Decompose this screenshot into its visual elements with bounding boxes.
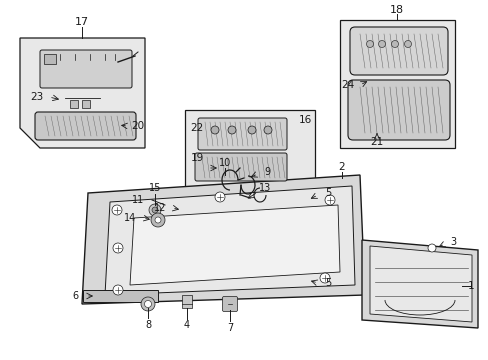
Text: 19: 19 — [190, 153, 203, 163]
Text: 5: 5 — [324, 188, 330, 198]
Circle shape — [366, 40, 373, 48]
Polygon shape — [369, 246, 471, 322]
Circle shape — [155, 217, 161, 223]
FancyBboxPatch shape — [40, 50, 132, 88]
Circle shape — [247, 126, 256, 134]
Circle shape — [149, 204, 161, 216]
Text: 16: 16 — [298, 115, 311, 125]
Bar — [82, 100, 90, 108]
Text: 2: 2 — [338, 162, 345, 172]
FancyBboxPatch shape — [195, 153, 286, 181]
Text: 23: 23 — [30, 92, 43, 102]
FancyBboxPatch shape — [347, 80, 449, 140]
Circle shape — [144, 301, 151, 307]
Text: 9: 9 — [264, 167, 269, 177]
Bar — [44, 54, 56, 64]
Text: 8: 8 — [144, 320, 151, 330]
Circle shape — [404, 40, 411, 48]
FancyBboxPatch shape — [349, 27, 447, 75]
Circle shape — [112, 205, 122, 215]
Polygon shape — [82, 175, 364, 304]
Text: 21: 21 — [369, 137, 383, 147]
Text: 6: 6 — [72, 291, 78, 301]
Circle shape — [152, 207, 158, 213]
Text: 5: 5 — [324, 278, 330, 288]
Circle shape — [391, 40, 398, 48]
Text: 24: 24 — [341, 80, 354, 90]
Circle shape — [215, 192, 224, 202]
FancyBboxPatch shape — [222, 297, 237, 311]
Circle shape — [427, 244, 435, 252]
Polygon shape — [105, 186, 354, 295]
Text: 17: 17 — [75, 17, 89, 27]
Circle shape — [141, 297, 155, 311]
Circle shape — [378, 40, 385, 48]
Circle shape — [151, 213, 164, 227]
Text: 22: 22 — [190, 123, 203, 133]
Circle shape — [264, 126, 271, 134]
Text: 11: 11 — [132, 195, 144, 205]
Circle shape — [113, 285, 123, 295]
Circle shape — [227, 126, 236, 134]
Polygon shape — [20, 38, 145, 148]
Text: 1: 1 — [467, 281, 473, 291]
Circle shape — [319, 273, 329, 283]
Text: 4: 4 — [183, 320, 190, 330]
Polygon shape — [361, 240, 477, 328]
Text: 10: 10 — [219, 158, 231, 168]
Text: 15: 15 — [148, 183, 161, 193]
Text: 12: 12 — [154, 203, 166, 213]
Circle shape — [325, 195, 334, 205]
Polygon shape — [130, 205, 339, 285]
Bar — [83, 290, 158, 302]
Circle shape — [113, 243, 123, 253]
Text: 13: 13 — [258, 183, 270, 193]
Text: 3: 3 — [449, 237, 455, 247]
Text: 20: 20 — [131, 121, 144, 131]
FancyBboxPatch shape — [198, 118, 286, 150]
Bar — [182, 295, 192, 308]
Text: 14: 14 — [123, 213, 136, 223]
Bar — [339, 20, 454, 148]
Bar — [70, 100, 78, 108]
Circle shape — [210, 126, 219, 134]
Text: 7: 7 — [226, 323, 233, 333]
Bar — [184, 110, 314, 188]
FancyBboxPatch shape — [35, 112, 136, 140]
Text: 18: 18 — [389, 5, 403, 15]
